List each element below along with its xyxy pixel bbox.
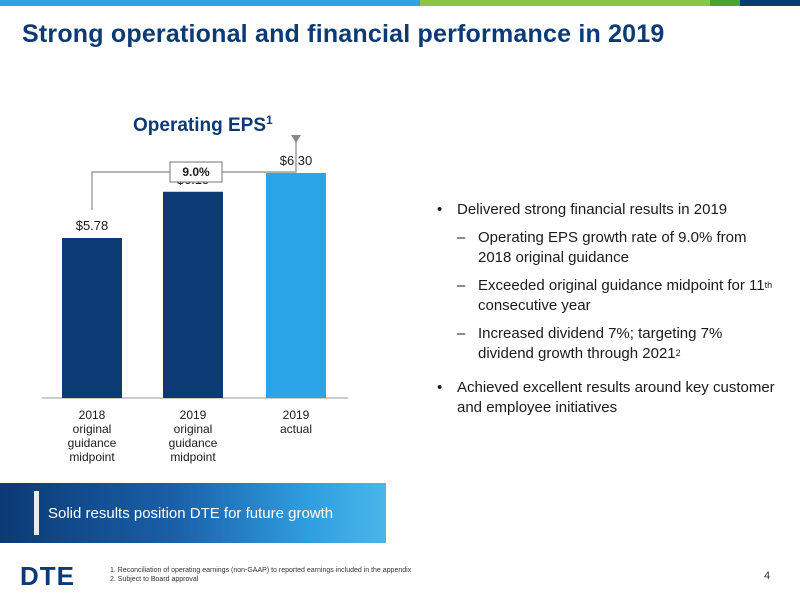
chart-title: Operating EPS1: [133, 113, 273, 137]
slide-title: Strong operational and financial perform…: [22, 20, 665, 48]
x-tick-label-line: midpoint: [69, 450, 115, 464]
top-bar-lightgreen-segment: [420, 0, 710, 6]
x-tick-label-line: original: [173, 422, 213, 436]
top-bar-green-segment: [710, 0, 740, 6]
growth-label: 9.0%: [182, 165, 210, 179]
x-tick-label-line: 2019: [282, 408, 310, 422]
x-tick-label-line: guidance: [67, 436, 117, 450]
bar-3: [266, 173, 326, 398]
page-number: 4: [764, 570, 771, 582]
sub-bullet-3: – Exceeded original guidance midpoint for…: [457, 277, 773, 314]
dte-logo: DTE: [20, 561, 75, 591]
chart-title-footnote-marker: 1: [266, 113, 273, 127]
bar-2: [163, 191, 223, 398]
x-tick-label-line: guidance: [168, 436, 218, 450]
footnotes: 1. Reconciliation of operating earnings …: [110, 566, 411, 584]
x-tick-label-2: 2019 original guidance midpoint: [148, 408, 238, 464]
banner-text: Solid results position DTE for future gr…: [48, 505, 334, 522]
data-label-1: $5.78: [76, 218, 109, 233]
growth-label-box: [169, 161, 223, 183]
banner-accent-bar: [34, 491, 39, 535]
chart-title-text: Operating EPS: [133, 115, 267, 136]
footnote-1: 1. Reconciliation of operating earnings …: [110, 567, 412, 574]
x-tick-label-1: 2018 original guidance midpoint: [47, 408, 137, 464]
sub-bullet-4: – Increased dividend 7%; targeting 7% div…: [457, 325, 723, 362]
bullet-5: Achieved excellent results around key cu…: [430, 378, 775, 418]
x-tick-label-line: original: [72, 422, 112, 436]
x-tick-label-line: midpoint: [170, 450, 216, 464]
growth-bracket-arrowhead: [291, 135, 301, 143]
x-tick-label-line: 2019: [179, 408, 207, 422]
takeaway-banner: Solid results position DTE for future gr…: [0, 483, 386, 543]
key-points-list: Delivered strong financial results in 20…: [430, 200, 775, 426]
x-tick-label-3: 2019 actual: [251, 408, 341, 436]
bar-1: [62, 238, 122, 398]
top-bar-blue-segment: [0, 0, 420, 6]
x-tick-label-line: actual: [279, 422, 313, 436]
top-bar-navy-segment: [740, 0, 800, 6]
footnote-2: 2. Subject to Board approval: [110, 576, 199, 583]
bullet-1: Delivered strong financial results in 20…: [430, 200, 775, 220]
top-color-bar: [0, 0, 800, 6]
x-tick-label-line: 2018: [78, 408, 106, 422]
sub-bullet-2: – Operating EPS growth rate of 9.0% from …: [457, 229, 747, 266]
